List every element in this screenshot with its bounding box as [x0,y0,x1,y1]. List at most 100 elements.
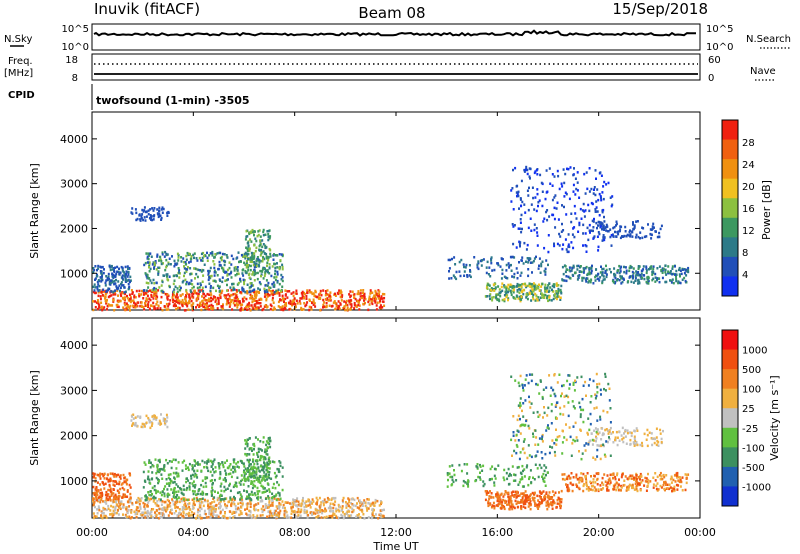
echo-point [565,213,568,216]
echo-point [222,307,225,311]
echo-point [188,294,191,297]
echo-point [102,506,105,510]
echo-point [232,458,235,461]
echo-point [634,236,637,239]
echo-point [519,221,522,224]
echo-point [250,498,253,502]
echo-point [196,298,199,301]
echo-point [99,270,102,273]
y-tick-label: 3000 [60,178,88,191]
echo-point [162,513,165,516]
echo-point [543,246,546,250]
echo-point [300,297,303,300]
echo-point [210,490,213,493]
echo-point [263,450,266,454]
echo-point [601,228,603,231]
echo-point [153,290,156,294]
echo-point [144,272,147,275]
echo-point [193,256,195,260]
echo-point [266,295,269,298]
echo-point [193,464,196,467]
echo-point [681,268,684,271]
echo-point [171,255,173,258]
echo-point [112,488,115,491]
echo-point [115,500,118,504]
echo-point [143,505,146,508]
echo-point [184,297,187,300]
echo-point [539,496,542,499]
echo-point [449,258,452,262]
echo-point [582,276,585,280]
echo-point [679,269,682,272]
echo-point [160,262,163,266]
echo-point [249,499,251,502]
echo-point [554,296,557,299]
echo-point [279,503,282,506]
echo-point [114,289,117,292]
echo-point [592,282,595,285]
echo-point [547,234,550,237]
echo-point [295,515,298,519]
echo-point [152,301,155,305]
echo-point [242,255,245,258]
echo-point [563,195,566,198]
echo-point [510,499,513,503]
echo-point [98,284,101,288]
echo-point [238,466,240,469]
echo-point [620,282,623,285]
echo-point [207,297,210,300]
echo-point [114,512,117,515]
echo-point [218,290,221,293]
echo-point [123,480,126,484]
echo-point [176,298,179,302]
echo-point [322,306,324,309]
echo-point [477,267,480,271]
echo-point [235,462,238,465]
echo-point [94,477,97,480]
echo-point [664,280,667,284]
echo-point [337,307,340,310]
echo-point [251,228,254,232]
echo-point [266,506,269,509]
echo-point [593,235,596,238]
echo-point [515,285,518,288]
echo-point [319,309,322,312]
echo-point [132,417,135,420]
echo-point [527,226,530,230]
echo-point [230,501,233,504]
echo-point [485,266,488,269]
echo-point [116,265,119,269]
echo-point [162,466,165,470]
echo-point [110,494,113,497]
nave-label: Nave [750,66,776,77]
echo-point [273,511,276,515]
echo-point [154,289,157,292]
echo-point [679,281,682,285]
echo-point [205,306,208,310]
echo-point [207,469,210,473]
echo-point [133,510,136,513]
echo-point [266,269,269,272]
echo-point [173,480,176,484]
echo-point [512,242,515,246]
echo-point [347,514,350,517]
echo-point [172,458,175,461]
echo-point [324,290,327,293]
echo-point [126,294,128,298]
echo-point [153,286,156,290]
echo-point [230,294,233,297]
echo-point [635,270,638,273]
echo-point [503,293,506,297]
echo-point [110,290,113,293]
echo-point [138,295,141,298]
echo-point [229,498,232,501]
echo-point [619,236,622,240]
echo-point [321,509,323,512]
echo-point [127,270,130,274]
echo-point [322,303,325,307]
echo-point [303,509,306,512]
echo-point [515,267,518,270]
echo-point [93,283,96,286]
echo-point [193,252,196,255]
echo-point [234,266,237,269]
